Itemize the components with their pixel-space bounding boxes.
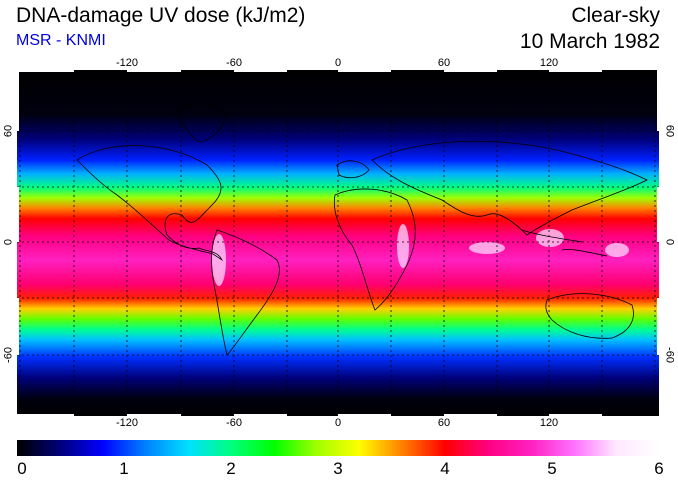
coastlines: [76, 103, 648, 356]
lat-tick-right: -60: [663, 347, 676, 363]
lon-tick-bottom: 120: [539, 417, 559, 429]
lon-tick-bottom: 60: [437, 417, 451, 429]
colorbar-label: 6: [654, 459, 664, 478]
colorbar-label: 4: [440, 459, 450, 478]
colorbar-label: 3: [333, 459, 343, 478]
lon-tick-top: 120: [539, 57, 559, 69]
lat-tick-right: 60: [663, 124, 676, 138]
lon-tick-bottom: -60: [226, 417, 242, 429]
colorbar: [17, 440, 659, 456]
border-tick-marks: [17, 70, 659, 416]
lat-tick-right: 0: [663, 238, 676, 246]
lat-tick-left: 0: [2, 238, 15, 246]
uv-dose-map: [17, 70, 659, 416]
date-label: 10 March 1982: [519, 30, 660, 53]
lon-tick-top: -60: [226, 57, 242, 69]
colorbar-label: 2: [226, 459, 236, 478]
lat-tick-left: 60: [2, 124, 15, 138]
high-dose-highlights: [212, 224, 629, 286]
colorbar-label: 5: [547, 459, 557, 478]
sky-condition-label: Clear-sky: [571, 4, 660, 27]
source-label: MSR - KNMI: [16, 32, 106, 49]
map-title: DNA-damage UV dose (kJ/m2): [16, 4, 306, 27]
lat-tick-left: -60: [2, 347, 15, 363]
lon-tick-top: 60: [437, 57, 451, 69]
lon-tick-bottom: 0: [334, 417, 342, 429]
lon-tick-bottom: -120: [115, 417, 139, 429]
colorbar-gradient: [17, 440, 659, 456]
colorbar-label: 0: [17, 459, 27, 478]
colorbar-label: 1: [119, 459, 129, 478]
graticule: [17, 70, 659, 416]
lon-tick-top: 0: [334, 57, 342, 69]
lon-tick-top: -120: [115, 57, 139, 69]
